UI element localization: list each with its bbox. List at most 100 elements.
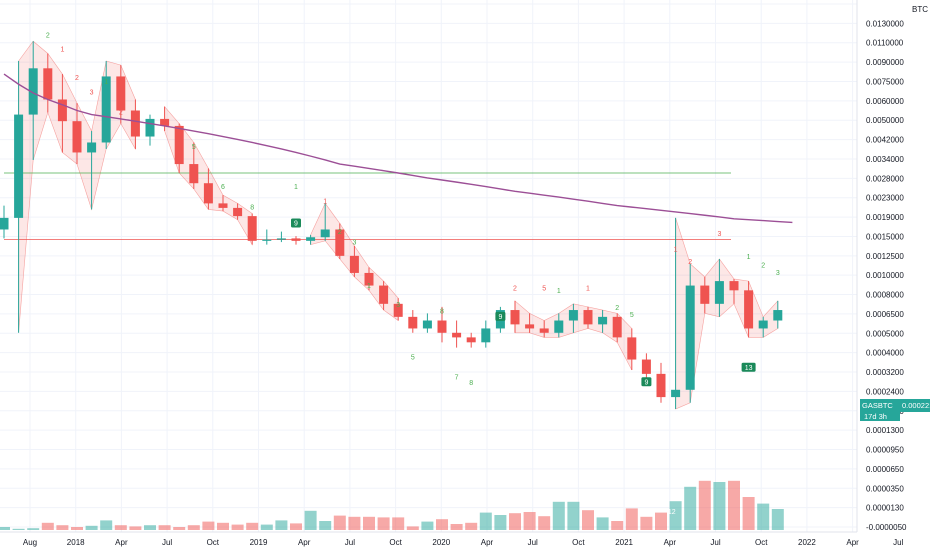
volume-bar (552, 501, 565, 530)
candle[interactable] (320, 203, 330, 241)
volume-bar (0, 527, 10, 530)
candle[interactable] (189, 142, 199, 189)
candle[interactable] (28, 41, 38, 160)
candle[interactable] (408, 310, 418, 333)
volume-bar (450, 524, 463, 530)
td-count-label: 5 (411, 355, 415, 362)
candle[interactable] (160, 106, 170, 132)
candle-body (685, 285, 695, 390)
td-count-label: 2 (615, 305, 619, 312)
candle[interactable] (247, 213, 257, 245)
candle-body (335, 229, 345, 256)
td-count-label: 1 (60, 47, 64, 54)
candle[interactable] (422, 313, 432, 333)
candle[interactable] (87, 131, 97, 210)
volume-bar (144, 525, 156, 530)
volume-bar (217, 522, 229, 530)
candle[interactable] (262, 229, 272, 245)
candle[interactable] (729, 278, 739, 304)
currency-label: BTC (912, 5, 928, 14)
candle[interactable] (203, 168, 213, 210)
y-tick-label: 0.0005000 (866, 329, 904, 338)
candle[interactable] (364, 267, 374, 291)
candle[interactable] (306, 234, 316, 245)
candle[interactable] (671, 217, 681, 410)
candle-body (101, 76, 111, 143)
candle[interactable] (379, 281, 389, 311)
candle[interactable] (700, 276, 710, 314)
candle[interactable] (525, 313, 535, 333)
candlesticks[interactable] (0, 41, 783, 410)
candle[interactable] (130, 99, 140, 149)
candle[interactable] (452, 320, 462, 348)
candle[interactable] (554, 313, 564, 338)
candle-body (276, 238, 286, 240)
candle[interactable] (291, 236, 301, 245)
candle[interactable] (773, 300, 783, 329)
y-tick-label: 0.0028000 (866, 174, 904, 183)
candle-body (174, 125, 184, 165)
candle[interactable] (233, 203, 243, 220)
td-count-label: 1 (294, 184, 298, 191)
candle[interactable] (276, 231, 286, 243)
candle[interactable] (14, 61, 24, 333)
candle-body (28, 68, 38, 115)
candle[interactable] (481, 320, 491, 348)
td-count-label: 6 (221, 184, 225, 191)
y-tick-label: 0.0042000 (866, 136, 904, 145)
candle[interactable] (714, 258, 724, 317)
volume-bar (246, 522, 259, 530)
x-tick-label: Apr (481, 538, 494, 547)
y-tick-label: 0.0060000 (866, 97, 904, 106)
time-axis[interactable]: Aug 2018 Apr Jul Oct 2019 Apr Jul Oct 2020 Apr Jul O… (23, 538, 904, 547)
candle[interactable] (174, 123, 184, 173)
candle[interactable] (57, 74, 67, 153)
x-tick-label: 2018 (67, 538, 85, 547)
candle-body (160, 118, 170, 126)
candle-body (598, 316, 608, 325)
candle[interactable] (101, 61, 111, 149)
volume-bar (377, 517, 390, 530)
x-tick-label: Jul (528, 538, 538, 547)
candle[interactable] (116, 65, 126, 124)
candle[interactable] (568, 303, 578, 333)
volume-bar (85, 525, 98, 530)
td-count-label: 3 (90, 90, 94, 97)
candle[interactable] (0, 205, 9, 239)
candle[interactable] (437, 306, 447, 343)
volume-bar (187, 525, 200, 530)
candle[interactable] (598, 310, 608, 333)
candle[interactable] (539, 320, 549, 338)
x-tick-label: 2021 (615, 538, 633, 547)
candle[interactable] (72, 102, 82, 165)
y-tick-label: 0.0110000 (866, 39, 904, 48)
candle[interactable] (656, 362, 666, 403)
candle[interactable] (335, 223, 345, 259)
candle-body (452, 332, 462, 338)
y-tick-label: 0.0002400 (866, 387, 904, 396)
candle-body (641, 359, 651, 374)
last-price-badge: GASBTC 17d 3h 0.0002218 (860, 399, 932, 421)
candle[interactable] (393, 298, 403, 321)
volume-bar (114, 525, 127, 530)
candle[interactable] (145, 114, 155, 146)
candle[interactable] (218, 195, 228, 212)
candle[interactable] (758, 316, 768, 338)
candle-body (481, 328, 491, 343)
candle[interactable] (583, 306, 593, 329)
candle[interactable] (349, 245, 359, 277)
symbol-label: GASBTC (862, 401, 893, 410)
candle[interactable] (627, 328, 637, 371)
candle[interactable] (510, 300, 520, 333)
candle[interactable] (685, 263, 695, 403)
candle-body (247, 216, 257, 241)
candle[interactable] (43, 53, 53, 113)
price-axis[interactable]: 0.0130000 0.0110000 0.0090000 0.0075000 0.00… (866, 19, 907, 532)
volume-bar (625, 508, 638, 530)
candle[interactable] (466, 332, 476, 348)
candle[interactable] (612, 313, 622, 343)
candle[interactable] (744, 281, 754, 338)
x-tick-label: Apr (115, 538, 128, 547)
td-count-label: 8 (440, 308, 444, 315)
